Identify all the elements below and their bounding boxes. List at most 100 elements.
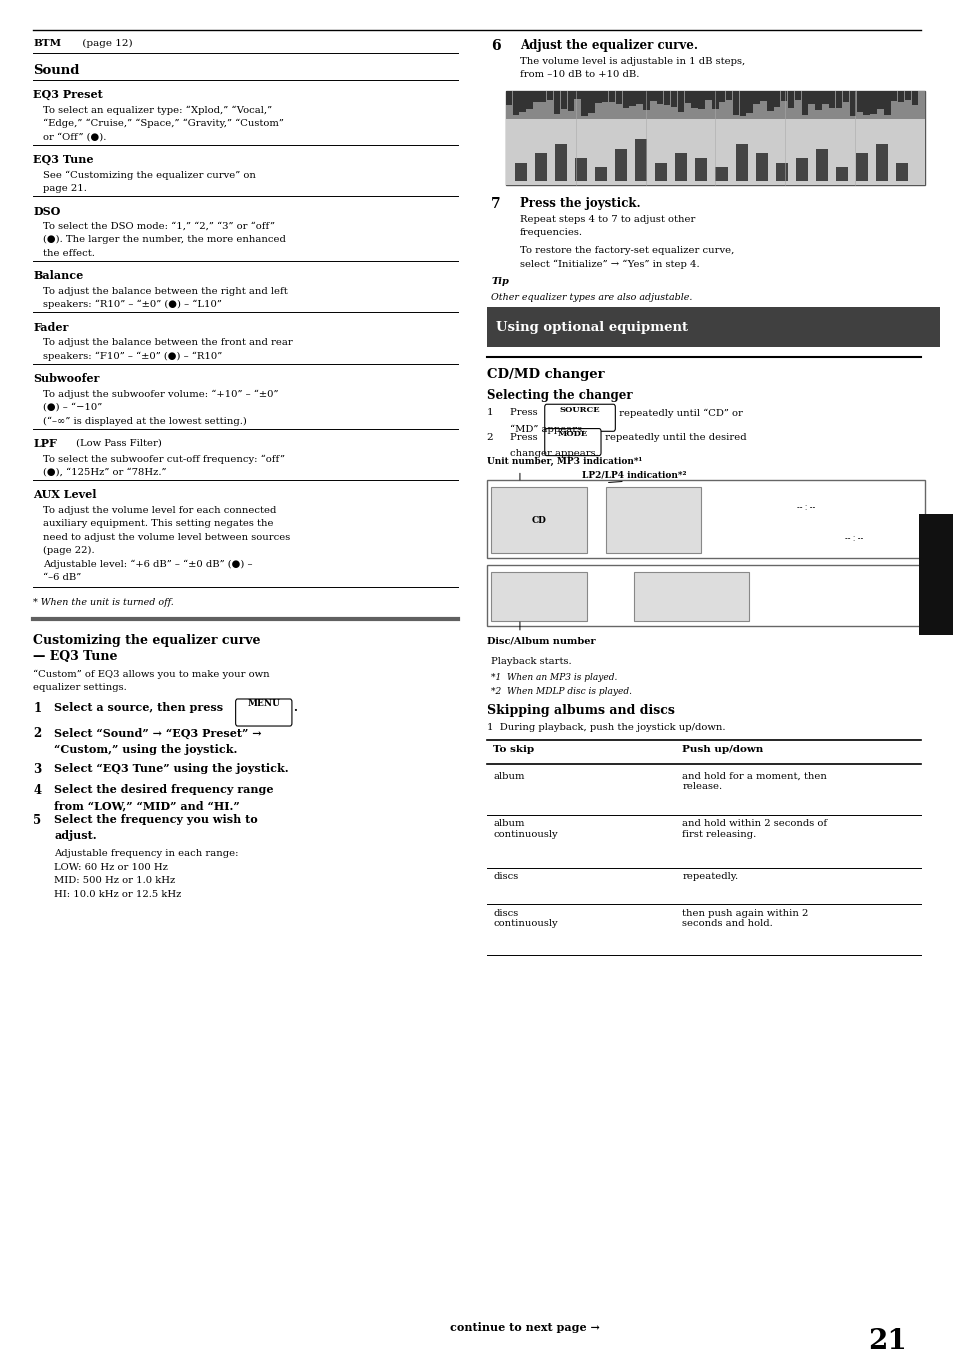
Text: and hold for a moment, then
release.: and hold for a moment, then release. <box>681 772 826 791</box>
Text: To adjust the volume level for each connected: To adjust the volume level for each conn… <box>43 506 276 515</box>
Text: Using optional equipment: Using optional equipment <box>496 320 687 334</box>
Text: Press: Press <box>510 433 540 442</box>
Text: speakers: “R10” – “±0” (●) – “L10”: speakers: “R10” – “±0” (●) – “L10” <box>43 300 221 310</box>
Text: Select a source, then press: Select a source, then press <box>54 702 227 713</box>
Text: CD/MD changer: CD/MD changer <box>486 368 603 381</box>
Bar <box>512 91 518 115</box>
Text: .: . <box>293 702 296 713</box>
Bar <box>595 91 601 103</box>
Text: BTM: BTM <box>33 39 61 49</box>
Text: (page 12): (page 12) <box>79 39 132 49</box>
Text: Adjustable level: “+6 dB” – “±0 dB” (●) –: Adjustable level: “+6 dB” – “±0 dB” (●) … <box>43 560 253 569</box>
Text: the effect.: the effect. <box>43 249 94 258</box>
Text: AUX Level: AUX Level <box>33 489 97 500</box>
Text: Select “EQ3 Tune” using the joystick.: Select “EQ3 Tune” using the joystick. <box>54 763 289 773</box>
Bar <box>655 162 667 181</box>
Bar <box>760 91 766 101</box>
Text: LP2/LP4 indication*²: LP2/LP4 indication*² <box>581 470 686 480</box>
Text: 6: 6 <box>491 39 500 53</box>
Text: 3: 3 <box>33 763 42 776</box>
Bar <box>553 91 559 114</box>
Bar <box>486 480 924 558</box>
Text: (●) – “−10”: (●) – “−10” <box>43 403 102 412</box>
Text: DSO: DSO <box>33 206 61 216</box>
Bar <box>807 91 814 104</box>
Text: To adjust the subwoofer volume: “+10” – “±0”: To adjust the subwoofer volume: “+10” – … <box>43 389 278 399</box>
Bar <box>883 91 889 115</box>
Bar <box>595 168 607 181</box>
Bar <box>560 91 566 110</box>
Text: need to adjust the volume level between sources: need to adjust the volume level between … <box>43 533 290 542</box>
Bar <box>795 158 807 181</box>
Text: “MD” appears.: “MD” appears. <box>510 425 585 434</box>
Text: Press: Press <box>510 408 540 418</box>
Bar <box>903 91 910 100</box>
Text: HI: 10.0 kHz or 12.5 kHz: HI: 10.0 kHz or 12.5 kHz <box>54 890 182 899</box>
FancyBboxPatch shape <box>235 699 292 726</box>
Bar <box>635 139 647 181</box>
Text: -- : --: -- : -- <box>843 534 862 544</box>
Text: EQ3 Tune: EQ3 Tune <box>33 154 93 165</box>
Bar <box>821 91 828 104</box>
Bar <box>515 162 527 181</box>
Text: Press the joystick.: Press the joystick. <box>519 197 639 211</box>
Bar <box>642 91 649 110</box>
Text: 1  During playback, push the joystick up/down.: 1 During playback, push the joystick up/… <box>486 723 724 733</box>
Bar <box>698 91 704 110</box>
Text: CD: CD <box>531 516 546 525</box>
Bar <box>835 91 841 108</box>
Text: Disc/Album number: Disc/Album number <box>486 637 595 646</box>
Bar <box>526 91 532 110</box>
Bar <box>787 91 794 108</box>
Bar <box>608 91 615 103</box>
Text: (●), “125Hz” or “78Hz.”: (●), “125Hz” or “78Hz.” <box>43 468 166 477</box>
Bar <box>890 91 897 100</box>
Bar <box>677 91 683 112</box>
Text: equalizer settings.: equalizer settings. <box>33 683 127 692</box>
Text: Selecting the changer: Selecting the changer <box>486 389 632 403</box>
Text: Subwoofer: Subwoofer <box>33 373 100 384</box>
Bar <box>732 91 739 115</box>
Bar <box>855 153 867 181</box>
Text: — EQ3 Tune: — EQ3 Tune <box>33 650 118 664</box>
Bar <box>535 153 547 181</box>
Text: repeatedly until the desired: repeatedly until the desired <box>601 433 746 442</box>
Text: -- : --: -- : -- <box>796 503 815 512</box>
Text: To adjust the balance between the front and rear: To adjust the balance between the front … <box>43 338 293 347</box>
Text: (page 22).: (page 22). <box>43 546 94 556</box>
Text: repeatedly.: repeatedly. <box>681 872 738 882</box>
Bar <box>622 91 628 108</box>
Bar <box>574 91 580 100</box>
Bar <box>704 91 711 100</box>
Text: auxiliary equipment. This setting negates the: auxiliary equipment. This setting negate… <box>43 519 274 529</box>
Bar <box>601 91 608 103</box>
Text: (Low Pass Filter): (Low Pass Filter) <box>73 438 162 448</box>
Text: Customizing the equalizer curve: Customizing the equalizer curve <box>33 634 260 648</box>
Text: The volume level is adjustable in 1 dB steps,: The volume level is adjustable in 1 dB s… <box>519 57 744 66</box>
Text: and hold within 2 seconds of
first releasing.: and hold within 2 seconds of first relea… <box>681 819 826 838</box>
FancyBboxPatch shape <box>544 429 600 456</box>
Text: Tip: Tip <box>491 277 509 287</box>
Bar <box>580 91 587 116</box>
Bar <box>691 91 698 108</box>
Text: 2: 2 <box>33 727 42 741</box>
Bar <box>567 91 574 111</box>
Text: EQ3 Preset: EQ3 Preset <box>33 89 103 100</box>
Text: select “Initialize” → “Yes” in step 4.: select “Initialize” → “Yes” in step 4. <box>519 260 699 269</box>
Text: 2: 2 <box>486 433 493 442</box>
Text: 21: 21 <box>867 1328 905 1352</box>
Text: Repeat steps 4 to 7 to adjust other: Repeat steps 4 to 7 to adjust other <box>519 215 695 224</box>
Bar <box>615 91 621 104</box>
Text: album
continuously: album continuously <box>493 819 558 838</box>
Bar <box>575 158 587 181</box>
Text: Unit number, MP3 indication*¹: Unit number, MP3 indication*¹ <box>486 457 641 466</box>
Bar <box>675 153 687 181</box>
Text: (●). The larger the number, the more enhanced: (●). The larger the number, the more enh… <box>43 235 286 245</box>
Text: Sound: Sound <box>33 64 80 77</box>
Bar <box>518 91 525 112</box>
Bar <box>911 91 917 104</box>
Text: To restore the factory-set equalizer curve,: To restore the factory-set equalizer cur… <box>519 246 734 256</box>
Text: Other equalizer types are also adjustable.: Other equalizer types are also adjustabl… <box>491 293 692 303</box>
Text: MID: 500 Hz or 1.0 kHz: MID: 500 Hz or 1.0 kHz <box>54 876 175 886</box>
Text: SOURCE: SOURCE <box>559 406 599 414</box>
